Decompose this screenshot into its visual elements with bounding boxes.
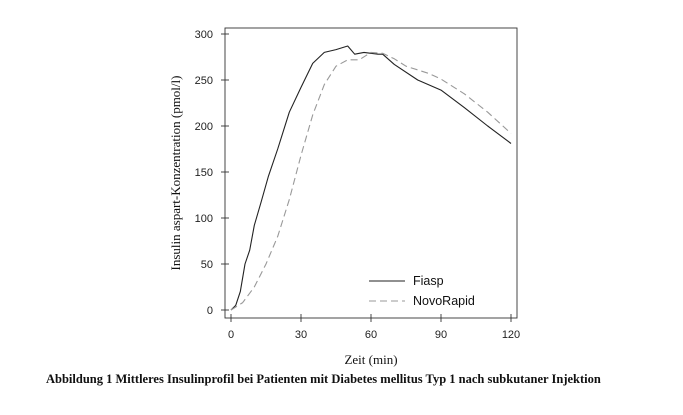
legend-label-novorapid: NovoRapid xyxy=(413,294,475,308)
y-axis: 0 50 100 150 200 250 300 xyxy=(195,29,229,317)
y-axis-title: Insulin aspart-Konzentration (pmol/l) xyxy=(168,76,183,271)
y-tick-label: 200 xyxy=(195,121,213,133)
series-line-fiasp xyxy=(230,45,512,311)
series-line-novorapid xyxy=(230,51,512,311)
plot-frame xyxy=(224,27,518,319)
legend: Fiasp NovoRapid xyxy=(369,274,475,308)
series-layer xyxy=(230,45,512,311)
x-tick-label: 120 xyxy=(502,329,520,341)
legend-label-fiasp: Fiasp xyxy=(413,274,444,288)
x-tick-label: 0 xyxy=(228,329,234,341)
y-tick-label: 150 xyxy=(195,167,213,179)
x-tick-label: 30 xyxy=(295,329,307,341)
figure-caption: Abbildung 1 Mittleres Insulinprofil bei … xyxy=(46,372,601,386)
y-tick-label: 100 xyxy=(195,213,213,225)
y-tick-label: 50 xyxy=(201,259,213,271)
y-tick-label: 250 xyxy=(195,75,213,87)
x-tick-label: 60 xyxy=(365,329,377,341)
x-axis-title: Zeit (min) xyxy=(344,352,397,367)
y-tick-label: 300 xyxy=(195,29,213,41)
x-axis: 0 30 60 90 120 xyxy=(228,314,520,341)
x-tick-label: 90 xyxy=(435,329,447,341)
line-chart: 0 50 100 150 200 250 300 0 30 60 90 120 Zeit (min)… xyxy=(168,27,520,367)
y-tick-label: 0 xyxy=(207,305,213,317)
